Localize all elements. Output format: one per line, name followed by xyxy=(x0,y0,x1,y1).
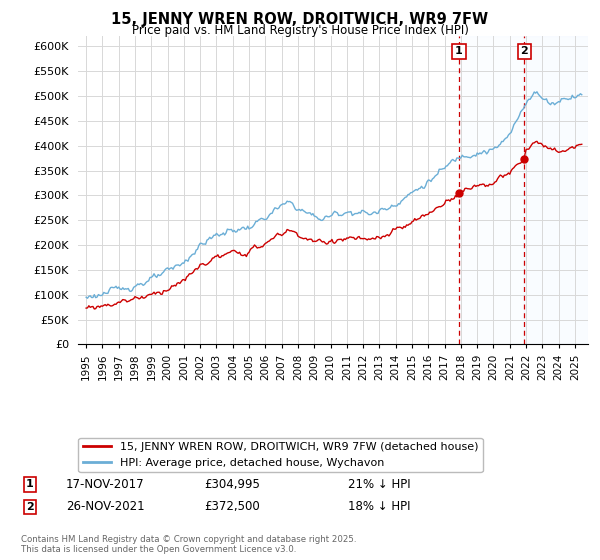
Text: £304,995: £304,995 xyxy=(204,478,260,491)
Text: 1: 1 xyxy=(455,46,463,57)
Text: 18% ↓ HPI: 18% ↓ HPI xyxy=(348,500,410,514)
Text: 2: 2 xyxy=(26,502,34,512)
Text: £372,500: £372,500 xyxy=(204,500,260,514)
Text: Contains HM Land Registry data © Crown copyright and database right 2025.
This d: Contains HM Land Registry data © Crown c… xyxy=(21,535,356,554)
Text: 2: 2 xyxy=(521,46,529,57)
Bar xyxy=(459,36,524,344)
Text: 1: 1 xyxy=(26,479,34,489)
Bar xyxy=(524,36,588,344)
Text: Price paid vs. HM Land Registry's House Price Index (HPI): Price paid vs. HM Land Registry's House … xyxy=(131,24,469,36)
Legend: 15, JENNY WREN ROW, DROITWICH, WR9 7FW (detached house), HPI: Average price, det: 15, JENNY WREN ROW, DROITWICH, WR9 7FW (… xyxy=(79,438,482,472)
Text: 26-NOV-2021: 26-NOV-2021 xyxy=(66,500,145,514)
Text: 17-NOV-2017: 17-NOV-2017 xyxy=(66,478,145,491)
Text: 15, JENNY WREN ROW, DROITWICH, WR9 7FW: 15, JENNY WREN ROW, DROITWICH, WR9 7FW xyxy=(112,12,488,27)
Text: 21% ↓ HPI: 21% ↓ HPI xyxy=(348,478,410,491)
